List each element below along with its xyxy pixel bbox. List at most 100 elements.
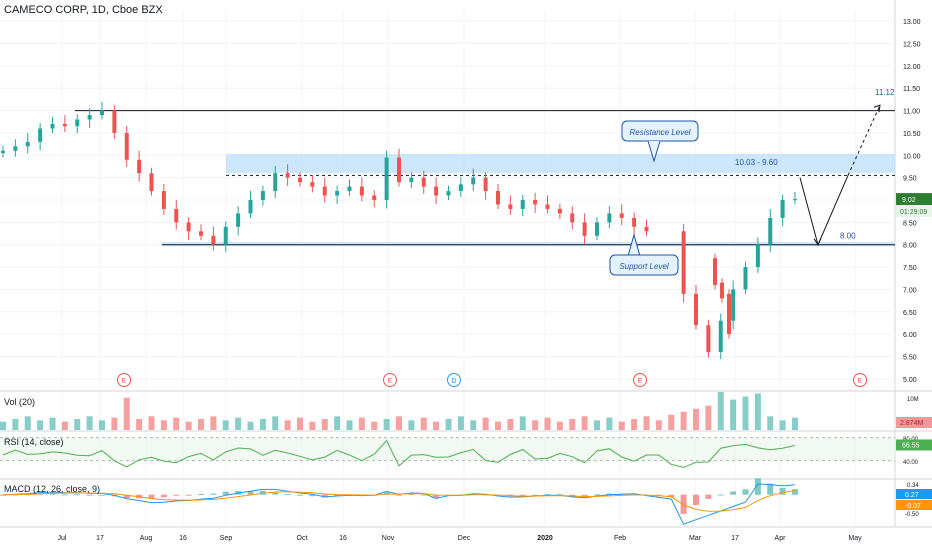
earnings-marker <box>633 373 647 387</box>
candle-body <box>236 213 241 227</box>
candle-body <box>298 177 302 183</box>
rsi-pane[interactable] <box>0 437 895 468</box>
earnings-marker-label: E <box>122 378 127 385</box>
volume-pane[interactable] <box>0 392 798 430</box>
volume-bar <box>61 421 68 430</box>
price-pane[interactable]: 11.12 10.03 - 9.60 8.00 Resistance Level Sup… <box>0 0 932 528</box>
macd-histogram-bar <box>754 478 761 495</box>
candle-body <box>310 182 315 187</box>
earnings-marker <box>853 373 867 387</box>
candle-body <box>87 115 92 120</box>
volume-bar <box>49 417 56 430</box>
macd-histogram-bar <box>519 494 526 496</box>
y-tick-label: 12.00 <box>903 64 921 71</box>
volume-bar <box>680 411 687 430</box>
macd-histogram-bar <box>767 483 774 495</box>
macd-histogram-bar <box>594 494 600 496</box>
y-tick-label: 13.00 <box>903 19 921 26</box>
candle-body <box>713 258 717 285</box>
callout-pointer <box>627 233 641 257</box>
macd-histogram-bar <box>210 493 217 495</box>
volume-bar <box>284 420 291 430</box>
macd-histogram-bar <box>742 489 749 495</box>
macd-histogram-bar <box>185 494 192 496</box>
macd-axis-tick: -0.50 <box>905 512 919 518</box>
macd-histogram-bar <box>581 494 588 496</box>
macd-value-label: 0.27 <box>905 492 919 499</box>
macd-value-tag <box>896 489 932 499</box>
macd-histogram-bar <box>693 494 699 506</box>
candle-body <box>681 231 686 294</box>
candle-body <box>743 267 748 290</box>
macd-histogram-bar <box>198 493 204 495</box>
volume-bar <box>495 421 501 430</box>
volume-bar <box>482 417 489 430</box>
volume-bar <box>408 420 415 430</box>
arrow-head <box>873 104 881 113</box>
volume-bar <box>779 420 786 430</box>
volume-bar <box>321 418 328 430</box>
support-zone <box>162 242 895 247</box>
volume-bar <box>569 418 576 430</box>
macd-histogram-bar <box>532 494 539 496</box>
candle-body <box>38 128 43 142</box>
volume-bar <box>37 420 44 430</box>
volume-bar <box>556 421 563 430</box>
x-tick-label: Feb <box>614 535 626 542</box>
macd-histogram-bar <box>160 494 167 498</box>
macd-histogram-bar <box>705 494 712 499</box>
y-tick-label: 10.00 <box>903 153 921 160</box>
volume-bar <box>259 418 266 430</box>
volume-bar <box>86 416 93 430</box>
volume-bar <box>445 418 452 430</box>
price-axis[interactable]: 13.00 12.50 12.00 11.50 11.00 10.50 10.00 9.50 9… <box>896 19 932 518</box>
earnings-marker-label: E <box>858 378 863 385</box>
volume-bar <box>792 417 798 430</box>
candle-body <box>520 200 525 209</box>
volume-bar <box>12 418 19 430</box>
rsi-value-tag <box>896 439 932 451</box>
macd-histogram-bar <box>606 493 613 495</box>
candle-body <box>199 231 203 236</box>
volume-bar <box>730 399 737 430</box>
volume-bar <box>383 418 390 430</box>
x-tick-label: 16 <box>179 535 187 542</box>
rsi-label: RSI (14, close) <box>4 437 64 447</box>
target-label: 11.12 <box>875 88 895 97</box>
volume-bar <box>470 420 477 430</box>
last-price-label: 9.02 <box>902 197 916 204</box>
volume-bar <box>222 420 229 430</box>
candle-body <box>508 204 513 209</box>
time-axis[interactable]: Jul 17 Aug 16 Sep Oct 16 Nov Dec 2020 Feb Mar 17 Apr M… <box>58 535 863 542</box>
candle-body <box>607 213 612 223</box>
candle-body <box>137 159 142 174</box>
macd-histogram-bar <box>272 492 279 495</box>
volume-bar <box>581 416 588 430</box>
y-tick-label: 10.50 <box>903 131 921 138</box>
candle-body <box>347 186 352 192</box>
candle-body <box>780 200 785 218</box>
candle-body <box>149 173 154 192</box>
macd-histogram-bar <box>396 494 402 496</box>
volume-bar <box>606 417 613 430</box>
candle-body <box>545 204 550 209</box>
y-tick-label: 8.50 <box>903 220 917 227</box>
volume-bar <box>754 393 761 430</box>
y-tick-label: 7.00 <box>903 287 917 294</box>
x-tick-label: Aug <box>140 535 153 542</box>
candle-body <box>471 177 476 185</box>
volume-bar <box>420 417 427 430</box>
resistance-zone <box>226 153 895 174</box>
macd-pane[interactable] <box>0 478 798 525</box>
macd-histogram-bar <box>544 494 551 496</box>
x-tick-label: 17 <box>96 535 104 542</box>
candle-body <box>496 191 500 205</box>
volume-bar <box>136 418 143 430</box>
support-callout-label: Support Level <box>619 262 669 271</box>
macd-histogram-bar <box>173 494 180 496</box>
x-tick-label: Mar <box>689 535 702 542</box>
candle-body <box>632 217 637 227</box>
candle-body <box>62 124 67 127</box>
x-tick-label: Dec <box>458 535 471 542</box>
